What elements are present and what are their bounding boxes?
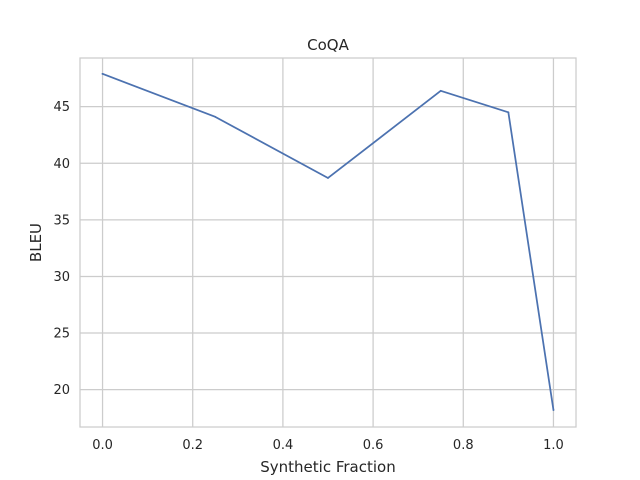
data-point (101, 72, 104, 75)
x-tick-label: 0.2 (182, 438, 203, 453)
data-point (507, 111, 510, 114)
y-tick-label: 30 (53, 270, 70, 285)
x-tick-label: 0.6 (363, 438, 384, 453)
y-axis-label: BLEU (27, 223, 45, 262)
y-tick-label: 35 (53, 213, 70, 228)
x-tick-label: 1.0 (543, 438, 564, 453)
grid-lines (80, 58, 576, 427)
series-line (101, 72, 555, 411)
x-axis-label: Synthetic Fraction (260, 458, 395, 476)
chart-title: CoQA (307, 36, 349, 54)
y-tick-label: 25 (53, 327, 70, 342)
data-point (552, 409, 555, 411)
series-layer (101, 72, 555, 411)
x-tick-label: 0.0 (92, 438, 113, 453)
y-tick-label: 20 (53, 383, 70, 398)
data-point (439, 89, 442, 92)
x-tick-labels: 0.0 0.2 0.4 0.6 0.8 1.0 (92, 438, 564, 453)
y-tick-label: 40 (53, 157, 70, 172)
x-tick-label: 0.4 (273, 438, 294, 453)
plot-frame (79, 57, 577, 428)
y-tick-label: 45 (53, 100, 70, 115)
x-tick-label: 0.8 (453, 438, 474, 453)
y-tick-labels: 20 25 30 35 40 45 (53, 100, 70, 398)
data-point (214, 115, 217, 118)
data-point (327, 177, 329, 179)
